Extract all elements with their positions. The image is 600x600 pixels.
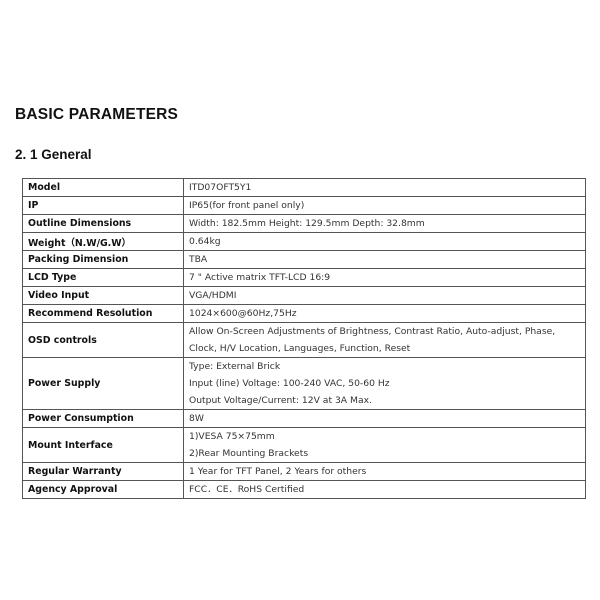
table-row: LCD Type 7 " Active matrix TFT-LCD 16:9 [22, 268, 586, 287]
param-label: Power Consumption [22, 409, 184, 428]
value-line: 2)Rear Mounting Brackets [189, 448, 309, 459]
value-line: Width: 182.5mm Height: 129.5mm Depth: 32… [189, 218, 425, 229]
value-line: Type: External Brick [189, 361, 281, 372]
value-line: 8W [189, 413, 204, 424]
param-value: VGA/HDMI [183, 286, 586, 305]
param-value: IP65(for front panel only) [183, 196, 586, 215]
table-row: Weight（N.W/G.W） 0.64kg [22, 232, 586, 251]
section-heading: 2. 1 General [15, 147, 92, 162]
value-line: Allow On-Screen Adjustments of Brightnes… [189, 326, 556, 337]
param-value: Type: External Brick Input (line) Voltage… [183, 357, 586, 410]
value-line: Input (line) Voltage: 100-240 VAC, 50-60… [189, 378, 390, 389]
value-line: 1)VESA 75×75mm [189, 431, 275, 442]
table-row: Mount Interface 1)VESA 75×75mm 2)Rear Moun… [22, 427, 586, 463]
param-label: Mount Interface [22, 427, 184, 463]
param-value: FCC．CE．RoHS Certified [183, 480, 586, 499]
table-row: Recommend Resolution 1024×600@60Hz,75Hz [22, 304, 586, 323]
table-row: Outline Dimensions Width: 182.5mm Height:… [22, 214, 586, 233]
value-line: 1 Year for TFT Panel, 2 Years for others [189, 466, 367, 477]
value-line: IP65(for front panel only) [189, 200, 305, 211]
param-value: 1 Year for TFT Panel, 2 Years for others [183, 462, 586, 481]
param-value: 8W [183, 409, 586, 428]
value-line: 1024×600@60Hz,75Hz [189, 308, 297, 319]
param-label: IP [22, 196, 184, 215]
value-line: 0.64kg [189, 236, 221, 247]
value-line: Output Voltage/Current: 12V at 3A Max. [189, 395, 372, 406]
param-label: Packing Dimension [22, 250, 184, 269]
param-label: Weight（N.W/G.W） [22, 232, 184, 251]
param-label: Video Input [22, 286, 184, 305]
value-line: ITD07OFT5Y1 [189, 182, 252, 193]
param-label: OSD controls [22, 322, 184, 358]
table-row: IP IP65(for front panel only) [22, 196, 586, 215]
table-row: Agency Approval FCC．CE．RoHS Certified [22, 480, 586, 499]
table-row: Packing Dimension TBA [22, 250, 586, 269]
table-row: Video Input VGA/HDMI [22, 286, 586, 305]
param-label: Outline Dimensions [22, 214, 184, 233]
param-label: Regular Warranty [22, 462, 184, 481]
param-label: Agency Approval [22, 480, 184, 499]
value-line: FCC．CE．RoHS Certified [189, 484, 305, 495]
table-row: Power Supply Type: External Brick Input (l… [22, 357, 586, 410]
value-line: Clock, H/V Location, Languages, Function… [189, 343, 411, 354]
param-label: Model [22, 178, 184, 197]
table-row: OSD controls Allow On-Screen Adjustments … [22, 322, 586, 358]
param-value: Width: 182.5mm Height: 129.5mm Depth: 32… [183, 214, 586, 233]
param-value: 1)VESA 75×75mm 2)Rear Mounting Brackets [183, 427, 586, 463]
value-line: 7 " Active matrix TFT-LCD 16:9 [189, 272, 331, 283]
param-label: Power Supply [22, 357, 184, 410]
table-row: Power Consumption 8W [22, 409, 586, 428]
param-value: 1024×600@60Hz,75Hz [183, 304, 586, 323]
param-value: TBA [183, 250, 586, 269]
value-line: TBA [189, 254, 208, 265]
param-value: 0.64kg [183, 232, 586, 251]
value-line: VGA/HDMI [189, 290, 237, 301]
param-value: ITD07OFT5Y1 [183, 178, 586, 197]
param-value: 7 " Active matrix TFT-LCD 16:9 [183, 268, 586, 287]
table-row: Model ITD07OFT5Y1 [22, 178, 586, 197]
table-row: Regular Warranty 1 Year for TFT Panel, 2 … [22, 462, 586, 481]
page-title: BASIC PARAMETERS [15, 106, 179, 123]
param-value: Allow On-Screen Adjustments of Brightnes… [183, 322, 586, 358]
param-label: LCD Type [22, 268, 184, 287]
parameters-table: Model ITD07OFT5Y1 IP IP65(for front panel o… [22, 178, 586, 499]
param-label: Recommend Resolution [22, 304, 184, 323]
